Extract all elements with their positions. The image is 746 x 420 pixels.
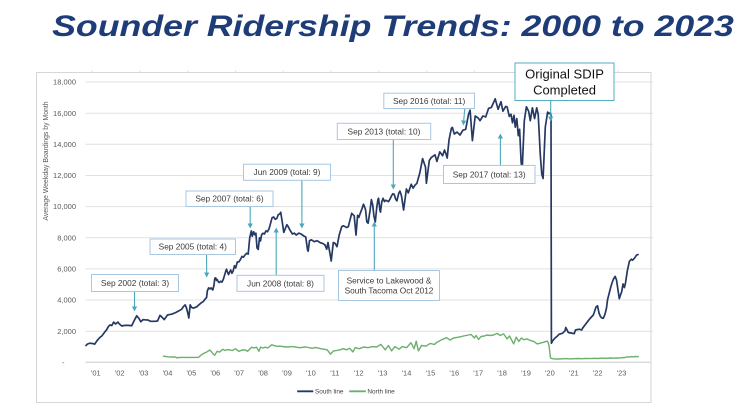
svg-text:Jun 2009 (total: 9): Jun 2009 (total: 9) [254, 167, 321, 177]
svg-text:'05: '05 [187, 369, 197, 378]
svg-text:Sep 2005 (total: 4): Sep 2005 (total: 4) [159, 242, 228, 252]
svg-text:'15: '15 [426, 369, 436, 378]
svg-text:4,000: 4,000 [57, 296, 76, 305]
svg-text:Original SDIP: Original SDIP [525, 67, 604, 82]
svg-text:'01: '01 [91, 369, 101, 378]
svg-text:'18: '18 [497, 369, 507, 378]
svg-text:Jun 2008 (total: 8): Jun 2008 (total: 8) [247, 278, 314, 288]
svg-text:12,000: 12,000 [53, 171, 76, 180]
svg-text:'03: '03 [139, 369, 149, 378]
svg-text:18,000: 18,000 [53, 78, 76, 87]
svg-text:Completed: Completed [533, 82, 596, 97]
svg-text:'10: '10 [306, 369, 316, 378]
svg-text:2,000: 2,000 [57, 327, 76, 336]
svg-text:Sep 2007 (total: 6): Sep 2007 (total: 6) [195, 194, 264, 204]
svg-text:Average Weekday Boardings by M: Average Weekday Boardings by Month [43, 101, 50, 220]
svg-text:'17: '17 [473, 369, 483, 378]
svg-text:'11: '11 [330, 369, 339, 378]
svg-text:16,000: 16,000 [53, 109, 76, 118]
svg-text:'06: '06 [210, 369, 220, 378]
svg-text:14,000: 14,000 [53, 140, 76, 149]
svg-text:'12: '12 [354, 369, 364, 378]
svg-text:'21: '21 [569, 369, 579, 378]
svg-text:'20: '20 [545, 369, 555, 378]
svg-text:'16: '16 [449, 369, 459, 378]
svg-text:Sep 2017 (total: 13): Sep 2017 (total: 13) [453, 169, 526, 179]
svg-text:'08: '08 [258, 369, 268, 378]
svg-text:Service to Lakewood &: Service to Lakewood & [347, 275, 432, 285]
svg-text:Sep 2002 (total: 3): Sep 2002 (total: 3) [101, 278, 170, 288]
svg-text:'07: '07 [234, 369, 244, 378]
svg-text:'14: '14 [402, 369, 412, 378]
svg-text:South Tacoma Oct 2012: South Tacoma Oct 2012 [345, 286, 434, 296]
svg-text:'09: '09 [282, 369, 292, 378]
svg-text:'02: '02 [115, 369, 125, 378]
svg-text:'13: '13 [378, 369, 388, 378]
svg-text:'19: '19 [521, 369, 531, 378]
svg-text:6,000: 6,000 [57, 265, 76, 274]
svg-text:'04: '04 [163, 369, 173, 378]
svg-text:-: - [62, 358, 65, 367]
svg-text:South line: South line [315, 389, 344, 396]
svg-text:10,000: 10,000 [53, 202, 76, 211]
svg-text:Sep 2013 (total: 10): Sep 2013 (total: 10) [348, 126, 421, 136]
svg-text:North line: North line [367, 389, 395, 396]
svg-text:Sep 2016 (total: 11): Sep 2016 (total: 11) [393, 96, 465, 106]
svg-text:'23: '23 [617, 369, 627, 378]
svg-text:8,000: 8,000 [57, 233, 76, 242]
svg-text:'22: '22 [593, 369, 603, 378]
